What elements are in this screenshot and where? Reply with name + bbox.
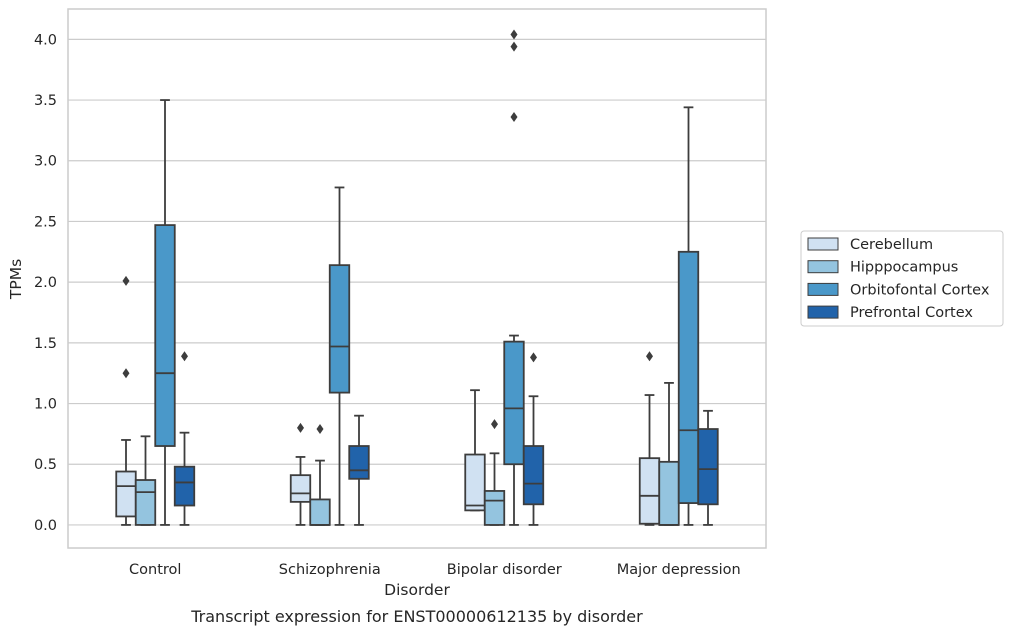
box-group [173,351,196,526]
box [289,474,312,503]
outlier-point [510,29,518,40]
outlier-point [181,351,188,362]
plot-frame [67,8,767,549]
box [134,479,157,526]
x-axis-label: Disorder [384,581,450,599]
y-tick-label: 4.0 [34,32,57,48]
box [677,250,700,504]
box [115,470,137,518]
outlier-point [510,41,518,52]
box-group [638,351,661,526]
legend-swatch [807,237,839,251]
box [638,457,661,525]
box-group [289,422,312,526]
box-group [154,99,176,526]
box [154,224,176,447]
box [697,428,719,506]
box [522,445,545,506]
outlier-point [510,112,518,123]
box [309,498,331,526]
box [503,340,525,466]
outlier-point [491,419,498,430]
box-group [483,419,506,526]
outlier-point [316,424,324,435]
boxes [115,29,719,526]
box-group [503,29,525,526]
x-tick-labels: Control Schizophrenia Bipolar disorder Majo… [129,562,741,578]
box-group [677,106,700,526]
y-tick-label: 3.5 [34,93,57,109]
legend-label: Prefrontal Cortex [850,305,973,321]
x-tick-label: Major depression [617,562,741,578]
box [483,490,506,526]
outlier-point [122,275,130,286]
legend-label: Orbitofontal Cortex [850,282,990,298]
box-group [309,424,331,526]
box [464,453,486,512]
legend-frame [800,230,1004,327]
legend: Cerebellum Hipppocampus Orbitofontal Corte… [800,230,1004,327]
box-group [697,409,719,526]
y-axis-label: TPMs [7,259,25,300]
box-group [464,389,486,512]
legend-swatch [807,260,839,274]
box-group [134,435,157,526]
legend-items: Cerebellum Hipppocampus Orbitofontal Corte… [807,237,990,321]
y-tick-label: 1.0 [34,397,57,413]
x-tick-label: Schizophrenia [279,562,381,578]
outlier-point [297,422,304,433]
box-group [328,186,351,526]
box [173,465,196,507]
y-tick-label: 0.5 [34,457,57,473]
y-tick-label: 1.5 [34,336,57,352]
y-tick-label: 0.0 [34,518,57,534]
legend-swatch [807,305,839,319]
legend-label: Hipppocampus [850,260,958,276]
box [658,460,680,526]
y-tick-label: 2.5 [34,214,57,230]
x-tick-label: Control [129,562,181,578]
y-tick-label: 3.0 [34,154,57,170]
y-tick-labels: 0.0 0.5 1.0 1.5 2.0 2.5 3.0 3.5 4.0 [34,32,57,534]
box [348,445,370,480]
box [328,264,351,394]
legend-swatch [807,282,839,296]
y-tick-label: 2.0 [34,275,57,291]
legend-label: Cerebellum [850,237,933,253]
box-group [348,414,370,526]
outlier-point [530,352,537,363]
chart-caption: Transcript expression for ENST0000061213… [190,607,643,626]
outlier-point [646,351,653,362]
outlier-point [122,368,130,379]
x-tick-label: Bipolar disorder [447,562,562,578]
box-group [522,352,545,526]
